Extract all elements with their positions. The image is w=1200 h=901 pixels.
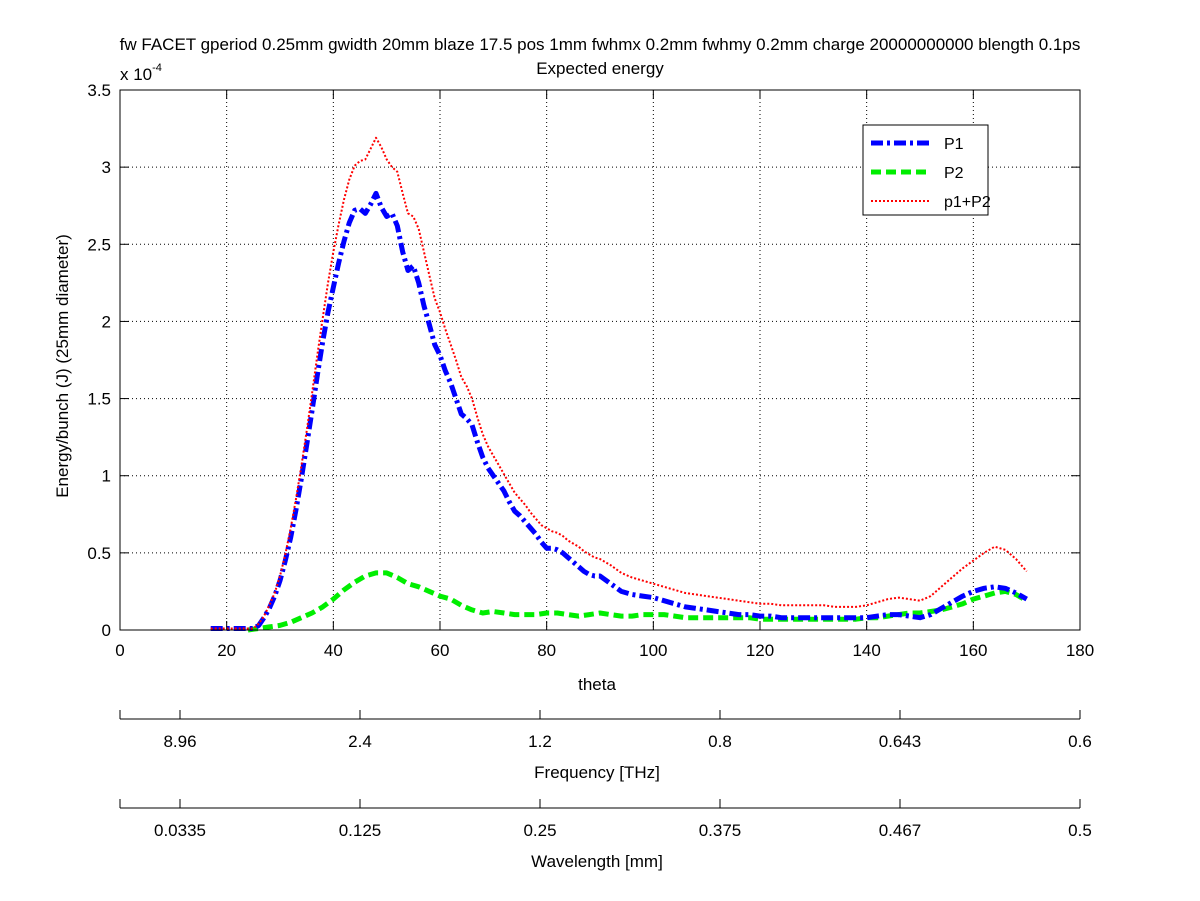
wavelength-tick-label: 0.0335 <box>154 821 206 840</box>
wavelength-axis-label: Wavelength [mm] <box>531 852 663 871</box>
y-tick-label: 0.5 <box>87 544 111 563</box>
svg-text:x 10-4: x 10-4 <box>120 62 162 84</box>
x-tick-label: 60 <box>431 641 450 660</box>
y-tick-label: 0 <box>102 621 111 640</box>
wavelength-tick-label: 0.467 <box>879 821 922 840</box>
series-layer <box>210 136 1028 633</box>
y-tick-labels: 0 0.5 1 1.5 2 2.5 3 3.5 <box>87 81 111 640</box>
y-axis-label: Energy/bunch (J) (25mm diameter) <box>53 234 72 498</box>
x-tick-label: 160 <box>959 641 987 660</box>
x-tick-label: 100 <box>639 641 667 660</box>
x-tick-label: 20 <box>217 641 236 660</box>
x-tick-label: 0 <box>115 641 124 660</box>
chart-subtitle: Expected energy <box>536 59 664 78</box>
y-tick-label: 2 <box>102 312 111 331</box>
frequency-axis-label: Frequency [THz] <box>534 763 660 782</box>
x-tick-label: 120 <box>746 641 774 660</box>
x-tick-label: 180 <box>1066 641 1094 660</box>
y-tick-label: 1.5 <box>87 390 111 409</box>
x-tick-label: 140 <box>852 641 880 660</box>
y-tick-label: 3.5 <box>87 81 111 100</box>
series-line-p1-p2 <box>210 136 1028 630</box>
frequency-tick-label: 0.8 <box>708 732 732 751</box>
wavelength-axis-ticks: 0.0335 0.125 0.25 0.375 0.467 0.5 <box>119 799 1092 840</box>
y-exponent-label: x 10-4 <box>120 62 162 84</box>
frequency-tick-label: 0.643 <box>879 732 922 751</box>
y-tick-label: 2.5 <box>87 235 111 254</box>
x-tick-labels: 0 20 40 60 80 100 120 140 160 180 <box>115 641 1094 660</box>
wavelength-tick-label: 0.25 <box>523 821 556 840</box>
legend-label-p1: P1 <box>944 136 964 153</box>
series-line-p1 <box>210 190 1028 631</box>
x-tick-label: 80 <box>537 641 556 660</box>
legend-label-p1p2: p1+P2 <box>944 194 991 211</box>
frequency-tick-label: 8.96 <box>163 732 196 751</box>
y-tick-label: 3 <box>102 158 111 177</box>
series-line-p2 <box>247 570 1028 633</box>
y-tick-label: 1 <box>102 467 111 486</box>
frequency-tick-label: 2.4 <box>348 732 372 751</box>
plot-frame <box>119 89 1081 631</box>
legend-label-p2: P2 <box>944 165 964 182</box>
wavelength-tick-label: 0.125 <box>339 821 382 840</box>
x-axis-label: theta <box>578 675 616 694</box>
frequency-tick-label: 0.6 <box>1068 732 1092 751</box>
frequency-tick-label: 1.2 <box>528 732 552 751</box>
y-exponent-power: -4 <box>152 62 162 74</box>
frequency-axis: 8.96 2.4 1.2 0.8 0.643 0.6 Frequency [THz] <box>119 710 1092 782</box>
wavelength-tick-label: 0.5 <box>1068 821 1092 840</box>
wavelength-tick-label: 0.375 <box>699 821 742 840</box>
y-exponent-base: x 10 <box>120 65 152 84</box>
frequency-axis-ticks: 8.96 2.4 1.2 0.8 0.643 0.6 <box>119 710 1092 751</box>
chart-title: fw FACET gperiod 0.25mm gwidth 20mm blaz… <box>120 35 1081 54</box>
x-tick-label: 40 <box>324 641 343 660</box>
axis-ticks <box>119 89 1081 631</box>
wavelength-axis: 0.0335 0.125 0.25 0.375 0.467 0.5 Wavelength … <box>119 799 1092 871</box>
legend: P1 P2 p1+P2 <box>862 124 991 216</box>
